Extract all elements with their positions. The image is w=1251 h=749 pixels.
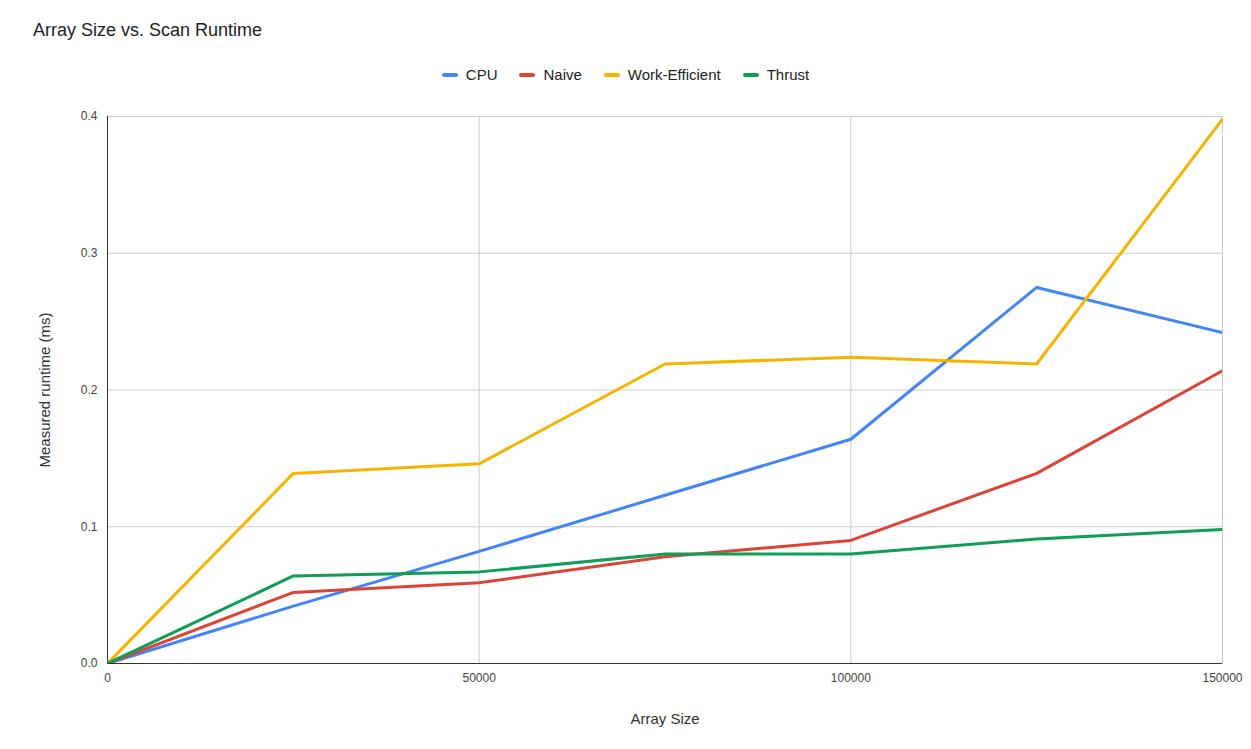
svg-text:Measured runtime (ms): Measured runtime (ms) xyxy=(36,312,53,467)
html-text:Work-Efficient: Work-Efficient xyxy=(627,66,721,83)
html-text:Naive: Naive xyxy=(543,66,582,83)
svg-text:0.0: 0.0 xyxy=(81,656,98,670)
svg-text:0.2: 0.2 xyxy=(81,383,98,397)
html-text:CPU: CPU xyxy=(465,66,498,83)
html-text:Array Size vs. Scan Runtime: Array Size vs. Scan Runtime xyxy=(33,20,263,40)
svg-text:150000: 150000 xyxy=(1202,671,1242,685)
html-text:Thrust: Thrust xyxy=(766,66,810,83)
svg-text:0.4: 0.4 xyxy=(81,109,98,123)
svg-text:0.3: 0.3 xyxy=(81,246,98,260)
svg-text:100000: 100000 xyxy=(831,671,871,685)
svg-text:50000: 50000 xyxy=(462,671,496,685)
svg-text:0: 0 xyxy=(104,671,111,685)
svg-text:0.1: 0.1 xyxy=(81,520,98,534)
svg-text:Array Size: Array Size xyxy=(630,710,699,727)
